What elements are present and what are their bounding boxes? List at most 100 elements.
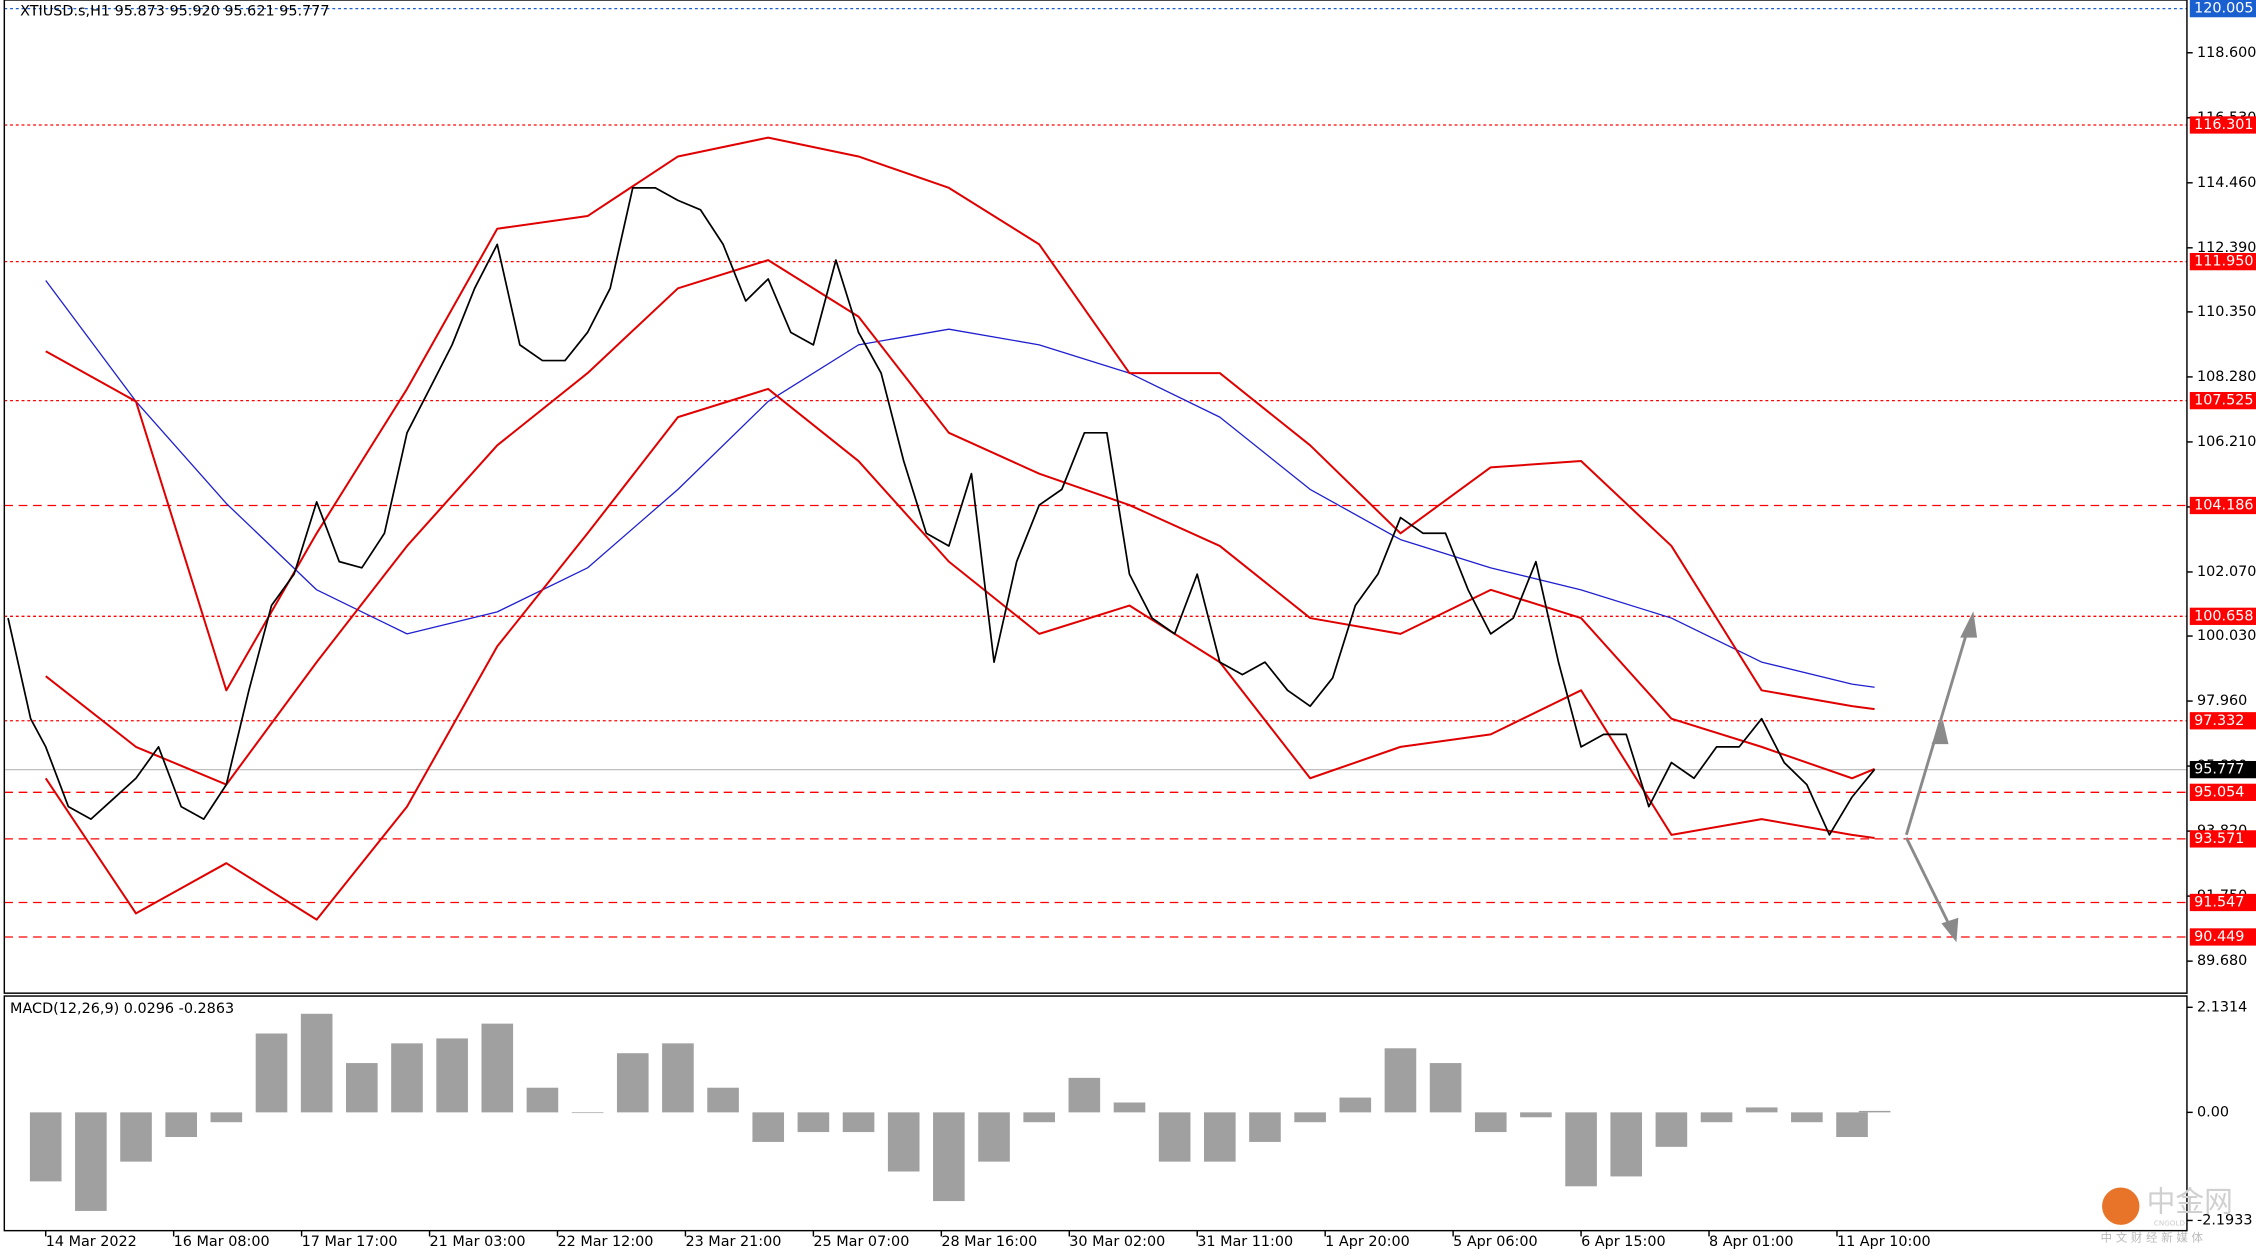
macd-bar [391, 1043, 423, 1113]
macd-bar [1745, 1107, 1778, 1113]
macd-bar [571, 1112, 604, 1114]
level-label-box [2189, 830, 2256, 848]
x-tick-label: 1 Apr 20:00 [1325, 1234, 1410, 1250]
macd-bar [662, 1043, 694, 1113]
macd-bar [887, 1112, 920, 1172]
y-tick-label: -2.1933 [2197, 1212, 2252, 1228]
price-line [45, 280, 1875, 688]
arrow-head [1931, 719, 1949, 745]
arrow-head [1941, 917, 1959, 943]
arrows [1904, 611, 1978, 943]
price-line [45, 259, 1875, 786]
y-tick-label: 102.070 [2197, 564, 2256, 580]
y-tick-label: 108.280 [2197, 369, 2256, 385]
level-label-box [2189, 0, 2256, 18]
level-label: 116.301 [2194, 117, 2253, 133]
watermark: 中金网 CNGOLD 中 文 财 经 新 媒 体 [2101, 1184, 2233, 1244]
macd-bar [1791, 1112, 1823, 1123]
macd-bar [1339, 1097, 1372, 1113]
macd-bar [1700, 1112, 1733, 1123]
price-line [45, 136, 1875, 711]
x-tick-label: 14 Mar 2022 [46, 1234, 137, 1250]
y-tick-label: 0.00 [2197, 1104, 2229, 1120]
level-label: 95.054 [2194, 784, 2244, 800]
macd-bar [797, 1112, 830, 1133]
level-label: 104.186 [2194, 497, 2253, 513]
current-price-box [2189, 760, 2256, 779]
x-tick-label: 25 Mar 07:00 [813, 1234, 909, 1250]
macd-bar [1836, 1112, 1868, 1138]
level-label: 93.571 [2194, 831, 2244, 847]
x-tick-label: 6 Apr 15:00 [1581, 1234, 1666, 1250]
macd-bar [1113, 1102, 1146, 1113]
macd-bar [933, 1112, 965, 1202]
macd-frame [3, 995, 2188, 1232]
current-price-label: 95.777 [2194, 762, 2244, 778]
macd-bar [1655, 1112, 1688, 1147]
macd-title: MACD(12,26,9) 0.0296 -0.2863 [10, 1001, 234, 1017]
arrow-head [1960, 611, 1978, 638]
y-tick-label: 97.960 [2197, 693, 2247, 709]
level-label-box [2189, 783, 2256, 801]
main-frame [3, 0, 2188, 994]
level-label-box [2189, 253, 2256, 271]
macd-bar [1520, 1112, 1552, 1118]
macd-bar [752, 1112, 785, 1142]
x-tick-label: 30 Mar 02:00 [1069, 1234, 1165, 1250]
y-tick-label: 89.680 [2197, 953, 2247, 969]
macd-bar [210, 1112, 243, 1123]
level-label-box [2189, 391, 2256, 410]
macd-bar [165, 1112, 197, 1138]
level-label: 107.525 [2194, 393, 2253, 409]
arrow-up [1904, 627, 1970, 836]
x-tick-label: 28 Mar 16:00 [941, 1234, 1037, 1250]
macd-bar [1474, 1112, 1507, 1133]
y-tick-label: 110.350 [2197, 304, 2256, 320]
macd-bar [1429, 1063, 1462, 1113]
logo [2102, 1187, 2140, 1225]
macd-bar [1565, 1112, 1597, 1187]
y-tick-label: 106.210 [2197, 434, 2256, 450]
macd-bar [1023, 1112, 1055, 1123]
macd-bar [842, 1112, 875, 1133]
macd-bar [1294, 1112, 1326, 1123]
chart-title: XTIUSD.s,H1 95.873 95.920 95.621 95.777 [20, 4, 329, 20]
macd-bar [255, 1033, 288, 1113]
x-tick-label: 16 Mar 08:00 [174, 1234, 270, 1250]
macd-bar [120, 1112, 152, 1162]
macd-bar [616, 1053, 649, 1113]
macd-bar [75, 1112, 107, 1211]
level-label: 90.449 [2194, 929, 2244, 945]
arrow-down [1905, 837, 1953, 930]
level-label: 97.332 [2194, 713, 2244, 729]
level-label-box [2189, 893, 2256, 912]
level-label-box [2189, 928, 2256, 946]
y-tick-label: 100.030 [2197, 628, 2256, 644]
macd-bar [978, 1112, 1010, 1162]
watermark-tagline: 中 文 财 经 新 媒 体 [2101, 1230, 2204, 1244]
macd-bar [1158, 1112, 1191, 1162]
macd-bar [1204, 1112, 1236, 1162]
macd-bar [1610, 1112, 1643, 1177]
x-tick-label: 5 Apr 06:00 [1453, 1234, 1538, 1250]
macd-bar [29, 1112, 62, 1182]
y-tick-label: 2.1314 [2197, 999, 2247, 1015]
level-label: 111.950 [2194, 254, 2253, 270]
price-line [7, 186, 1876, 836]
macd-bar [1249, 1112, 1281, 1142]
level-label-box [2189, 496, 2256, 515]
y-tick-label: 112.390 [2197, 240, 2256, 256]
x-tick-label: 8 Apr 01:00 [1709, 1234, 1794, 1250]
watermark-title: 中金网 [2147, 1184, 2233, 1218]
level-label: 120.005 [2194, 1, 2253, 17]
x-tick-label: 31 Mar 11:00 [1197, 1234, 1293, 1250]
level-label-box [2189, 607, 2256, 625]
level-label: 100.658 [2194, 608, 2253, 624]
macd-bar [436, 1038, 468, 1113]
macd-bar [1068, 1077, 1101, 1113]
level-label-box [2189, 116, 2256, 134]
y-tick-label: 118.600 [2197, 45, 2256, 61]
plot-area: 118.600116.530114.460112.390110.350108.2… [4, 0, 2256, 1250]
